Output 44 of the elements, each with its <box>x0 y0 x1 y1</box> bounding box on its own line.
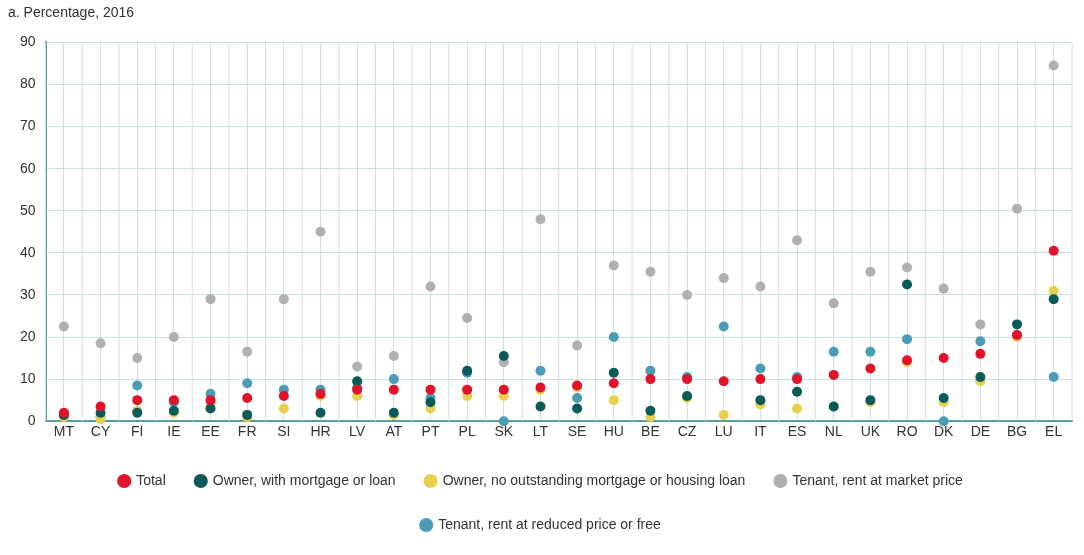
x-tick-label: RO <box>896 423 918 440</box>
x-tick-label: HR <box>310 423 331 440</box>
x-tick-label: AT <box>385 423 403 440</box>
x-tick-label: EE <box>201 423 220 440</box>
x-tick-label: DE <box>970 423 991 440</box>
y-tick-label: 70 <box>19 117 36 134</box>
legend-label: Tenant, rent at market price <box>792 471 964 488</box>
y-tick-label: 10 <box>19 369 36 386</box>
x-tick-label: DK <box>933 423 955 440</box>
x-tick-label: FI <box>130 423 144 440</box>
legend-label: Owner, no outstanding mortgage or housing loan <box>442 471 746 488</box>
legend-label: Tenant, rent at reduced price or free <box>438 515 661 532</box>
x-tick-label: EL <box>1045 423 1063 440</box>
x-tick-label: FR <box>237 423 257 440</box>
x-tick-label: SE <box>567 423 587 440</box>
x-tick-label: IT <box>754 423 768 440</box>
y-tick-label: 60 <box>19 159 36 176</box>
y-tick-label: 0 <box>27 412 36 429</box>
x-tick-label: ES <box>787 423 807 440</box>
y-tick-label: 80 <box>19 75 36 92</box>
x-tick-label: PL <box>458 423 476 440</box>
x-tick-label: SI <box>277 423 291 440</box>
y-tick-label: 90 <box>19 33 36 50</box>
x-tick-label: UK <box>860 423 881 440</box>
y-tick-label: 50 <box>19 201 36 218</box>
x-tick-label: SK <box>494 423 514 440</box>
chart-title: a. Percentage, 2016 <box>8 4 135 20</box>
x-tick-label: HU <box>603 423 624 440</box>
y-tick-label: 40 <box>19 243 36 260</box>
x-tick-label: CZ <box>677 423 697 440</box>
x-tick-label: BE <box>641 423 660 440</box>
x-tick-label: CY <box>90 423 111 440</box>
x-tick-label: IE <box>167 423 181 440</box>
legend-label: Total <box>136 471 166 488</box>
x-tick-label: LV <box>349 423 366 440</box>
x-tick-label: MT <box>53 423 75 440</box>
x-tick-label: LU <box>714 423 733 440</box>
x-tick-label: BG <box>1006 423 1028 440</box>
y-tick-label: 20 <box>19 327 36 344</box>
x-tick-label: PT <box>421 423 440 440</box>
legend-label: Owner, with mortgage or loan <box>212 471 396 488</box>
x-tick-label: LT <box>532 423 549 440</box>
y-tick-label: 30 <box>19 285 36 302</box>
x-tick-label: NL <box>824 423 843 440</box>
